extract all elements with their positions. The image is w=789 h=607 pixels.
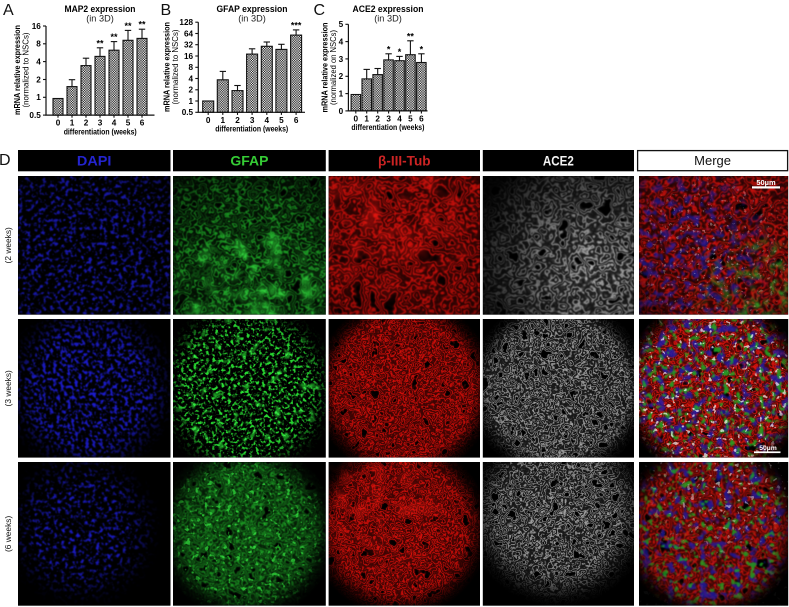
svg-text:differentiation (weeks): differentiation (weeks) <box>64 126 137 136</box>
svg-text:5: 5 <box>339 20 344 29</box>
svg-text:(normalized to NSCs): (normalized to NSCs) <box>171 29 180 104</box>
svg-text:2: 2 <box>189 86 194 95</box>
svg-text:mRNA relative expression: mRNA relative expression <box>12 25 22 115</box>
svg-text:4: 4 <box>189 74 194 83</box>
svg-text:1: 1 <box>70 119 75 128</box>
svg-text:4: 4 <box>339 38 344 47</box>
svg-text:2: 2 <box>375 114 380 123</box>
svg-text:3: 3 <box>250 116 255 125</box>
svg-text:2: 2 <box>36 75 41 84</box>
svg-text:B: B <box>161 2 172 19</box>
svg-text:1: 1 <box>364 114 369 123</box>
svg-text:3: 3 <box>339 55 344 64</box>
svg-text:GFAP expression: GFAP expression <box>217 4 288 15</box>
svg-text:1: 1 <box>339 90 344 99</box>
svg-text:5: 5 <box>126 119 131 128</box>
svg-text:2: 2 <box>235 116 240 125</box>
svg-text:2: 2 <box>339 72 344 81</box>
svg-text:ACE2 expression: ACE2 expression <box>353 4 424 15</box>
svg-text:C: C <box>314 2 326 19</box>
svg-text:4: 4 <box>265 116 270 125</box>
svg-text:2: 2 <box>84 119 89 128</box>
svg-text:50µm: 50µm <box>759 445 777 452</box>
svg-text:1: 1 <box>189 97 194 106</box>
svg-text:8: 8 <box>189 63 194 72</box>
svg-text:***: *** <box>291 20 302 30</box>
svg-text:DAPI: DAPI <box>77 153 112 169</box>
svg-text:β-III-Tub: β-III-Tub <box>378 153 431 169</box>
svg-text:(2 weeks): (2 weeks) <box>3 227 13 264</box>
svg-text:(in 3D): (in 3D) <box>374 14 402 24</box>
svg-text:0: 0 <box>206 116 211 125</box>
svg-text:64: 64 <box>184 29 194 38</box>
svg-text:(normalized to NSCs): (normalized to NSCs) <box>22 32 31 107</box>
svg-text:0: 0 <box>56 119 61 128</box>
svg-text:128: 128 <box>179 18 193 27</box>
svg-text:32: 32 <box>184 41 194 50</box>
svg-text:6: 6 <box>140 119 145 128</box>
svg-text:**: ** <box>96 38 104 48</box>
svg-text:mRNA relative expression: mRNA relative expression <box>162 22 172 112</box>
svg-text:(in 3D): (in 3D) <box>238 14 266 24</box>
svg-text:differentiation (weeks): differentiation (weeks) <box>351 122 424 132</box>
svg-text:MAP2 expression: MAP2 expression <box>65 4 136 15</box>
svg-text:4: 4 <box>397 114 402 123</box>
svg-text:ACE2: ACE2 <box>543 153 574 169</box>
svg-text:16: 16 <box>184 52 194 61</box>
svg-text:3: 3 <box>98 119 103 128</box>
svg-text:Merge: Merge <box>694 153 731 168</box>
svg-text:0.5: 0.5 <box>182 108 194 117</box>
svg-text:6: 6 <box>419 114 424 123</box>
svg-text:differentiation (weeks): differentiation (weeks) <box>215 124 288 134</box>
svg-text:0: 0 <box>339 107 344 116</box>
svg-text:**: ** <box>407 31 415 41</box>
svg-text:mRNA relative expression: mRNA relative expression <box>320 23 330 113</box>
svg-text:(6 weeks): (6 weeks) <box>3 516 13 553</box>
svg-text:50µm: 50µm <box>756 178 776 187</box>
svg-text:*: * <box>420 44 424 54</box>
svg-text:**: ** <box>138 20 146 30</box>
svg-text:16: 16 <box>32 22 42 31</box>
svg-text:D: D <box>0 152 11 169</box>
svg-text:1: 1 <box>221 116 226 125</box>
svg-text:0.5: 0.5 <box>29 111 41 120</box>
svg-text:**: ** <box>110 32 118 42</box>
svg-text:*: * <box>387 44 391 54</box>
svg-text:3: 3 <box>386 114 391 123</box>
svg-text:5: 5 <box>408 114 413 123</box>
svg-text:(in 3D): (in 3D) <box>86 14 114 24</box>
svg-text:5: 5 <box>279 116 284 125</box>
svg-text:1: 1 <box>36 93 41 102</box>
svg-text:0: 0 <box>354 114 359 123</box>
svg-text:(3 weeks): (3 weeks) <box>3 370 13 407</box>
svg-text:*: * <box>398 47 402 57</box>
svg-text:**: ** <box>124 21 132 31</box>
svg-text:(normalized on NSCs): (normalized on NSCs) <box>329 30 338 105</box>
svg-text:8: 8 <box>36 40 41 49</box>
svg-text:6: 6 <box>294 116 299 125</box>
svg-text:GFAP: GFAP <box>230 153 268 169</box>
svg-text:A: A <box>3 2 14 19</box>
svg-text:4: 4 <box>112 119 117 128</box>
svg-text:4: 4 <box>36 58 41 67</box>
